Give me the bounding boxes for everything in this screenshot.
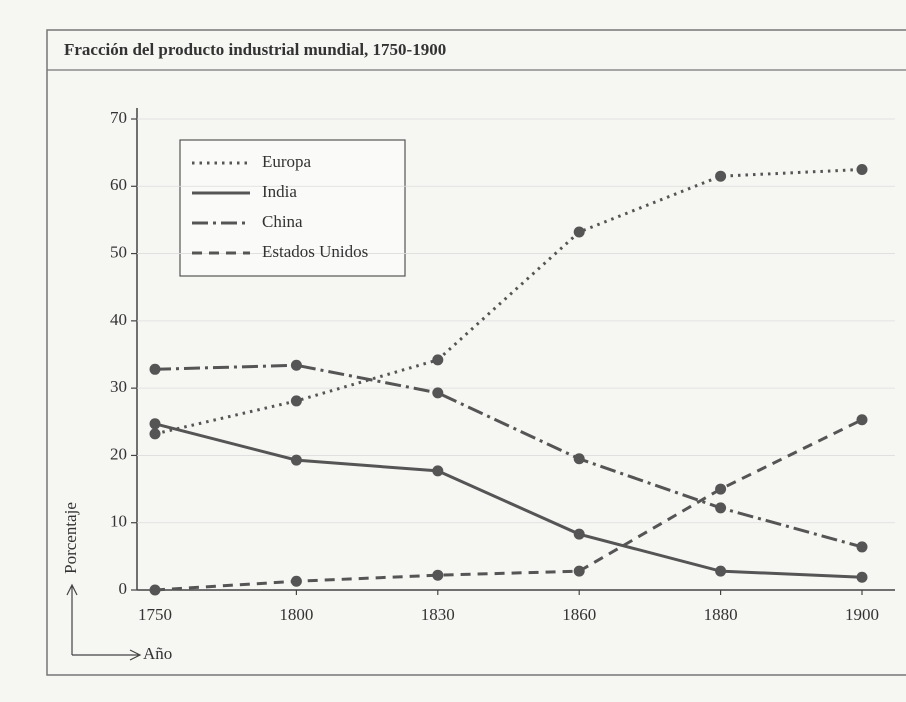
- data-point: [715, 170, 727, 182]
- data-point: [573, 226, 585, 238]
- data-point: [149, 418, 161, 430]
- y-tick-label: 0: [119, 579, 128, 598]
- x-tick-label: 1830: [421, 605, 455, 624]
- y-arrow: [66, 583, 78, 655]
- series-line: [154, 418, 863, 592]
- legend-label: China: [262, 212, 303, 231]
- data-point: [149, 428, 161, 440]
- y-axis-label: Porcentaje: [61, 502, 80, 574]
- x-axis-label: Año: [143, 644, 172, 663]
- series-line: [154, 422, 863, 579]
- y-tick-label: 40: [110, 310, 127, 329]
- data-point: [149, 363, 161, 375]
- data-point: [290, 359, 302, 371]
- data-point: [573, 453, 585, 465]
- legend-label: Europa: [262, 152, 312, 171]
- x-tick-label: 1900: [845, 605, 879, 624]
- x-tick-label: 1860: [562, 605, 596, 624]
- y-tick-label: 30: [110, 377, 127, 396]
- data-point: [856, 571, 868, 583]
- series-line: [154, 363, 863, 549]
- data-point: [856, 414, 868, 426]
- x-tick-label: 1750: [138, 605, 172, 624]
- legend-label: India: [262, 182, 297, 201]
- x-arrow: [72, 649, 142, 661]
- data-point: [432, 387, 444, 399]
- data-point: [573, 565, 585, 577]
- data-point: [149, 584, 161, 596]
- chart-title: Fracción del producto industrial mundial…: [64, 40, 446, 59]
- data-point: [715, 483, 727, 495]
- series-line: [154, 167, 863, 436]
- y-tick-label: 60: [110, 175, 127, 194]
- data-point: [856, 541, 868, 553]
- x-tick-label: 1880: [704, 605, 738, 624]
- data-point: [715, 565, 727, 577]
- data-point: [432, 465, 444, 477]
- data-point: [290, 454, 302, 466]
- data-point: [856, 163, 868, 175]
- legend-label: Estados Unidos: [262, 242, 368, 261]
- data-point: [432, 569, 444, 581]
- frame: [46, 29, 906, 676]
- x-tick-label: 1800: [279, 605, 313, 624]
- y-tick-label: 50: [110, 242, 127, 261]
- data-point: [573, 528, 585, 540]
- y-tick-label: 10: [110, 512, 127, 531]
- data-point: [290, 395, 302, 407]
- data-point: [715, 502, 727, 514]
- y-tick-label: 20: [110, 444, 127, 463]
- y-tick-label: 70: [110, 108, 127, 127]
- data-point: [432, 354, 444, 366]
- data-point: [290, 575, 302, 587]
